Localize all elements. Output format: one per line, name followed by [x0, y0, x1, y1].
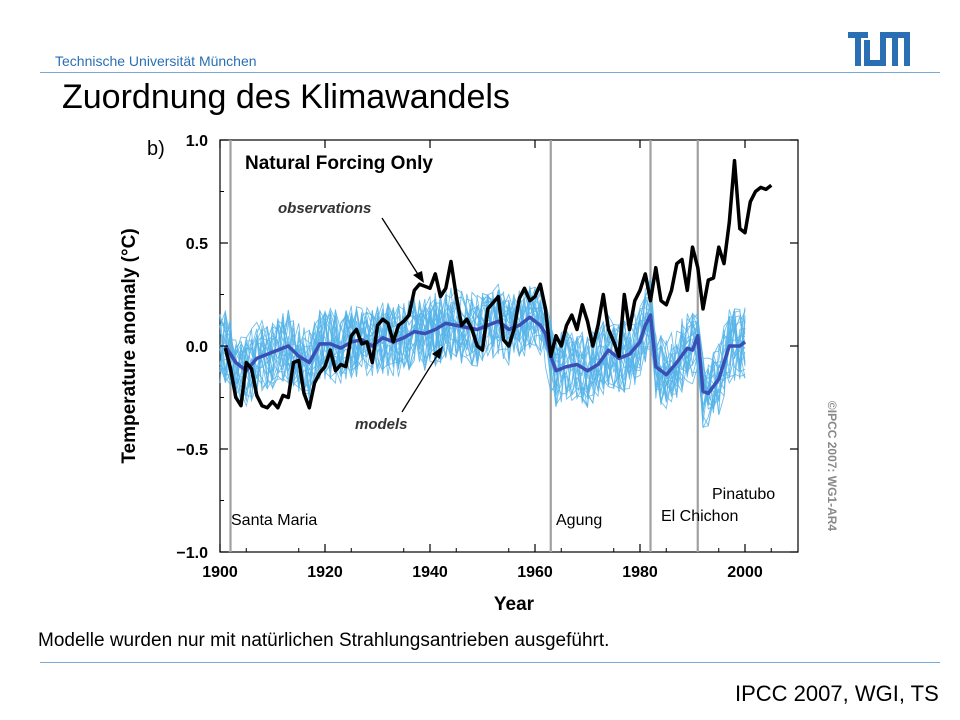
- university-name: Technische Universität München: [55, 53, 257, 69]
- model-runs: [219, 277, 746, 428]
- volcano-label-pinatubo: Pinatubo: [712, 486, 775, 503]
- x-tick-label: 1980: [622, 564, 658, 581]
- models-arrow: [401, 350, 441, 413]
- y-tick-label: 0.5: [186, 236, 208, 253]
- x-tick-label: 1940: [412, 564, 448, 581]
- tum-logo: [848, 32, 910, 71]
- volcano-label-agung: Agung: [556, 512, 602, 529]
- observations-line: [223, 158, 773, 410]
- temperature-chart: 1900 1920 1940 1960 1980 2000 1.0 0.5 0.0 −0.5 −1.…: [119, 133, 839, 615]
- model-run-line: [219, 289, 746, 423]
- observations-arrow: [381, 217, 422, 280]
- header-divider: [40, 72, 940, 73]
- footer-divider: [40, 662, 940, 663]
- volcano-label-santa-maria: Santa Maria: [231, 512, 317, 529]
- observations-arrowhead: [413, 271, 424, 283]
- models-arrowhead: [432, 346, 443, 359]
- models-label: models: [355, 416, 408, 433]
- source-citation: IPCC 2007, WGI, TS: [735, 681, 939, 706]
- ticks-layer: 1900 1920 1940 1960 1980 2000 1.0 0.5 0.0 −0.5 −1.…: [176, 133, 798, 581]
- model-run-line: [219, 277, 746, 428]
- y-tick-label: −1.0: [176, 545, 208, 562]
- observations-label: observations: [278, 200, 371, 217]
- x-tick-label: 1960: [517, 564, 553, 581]
- page-title: Zuordnung des Klimawandels: [62, 78, 510, 116]
- tum-logo-graphic: [848, 32, 910, 66]
- chart-container: 1900 1920 1940 1960 1980 2000 1.0 0.5 0.0 −0.5 −1.…: [110, 125, 850, 625]
- x-tick-label: 2000: [727, 564, 763, 581]
- y-tick-label: 1.0: [186, 133, 208, 150]
- volcano-label-el-chichon: El Chichon: [661, 508, 738, 525]
- chart-caption: Modelle wurden nur mit natürlichen Strah…: [38, 630, 610, 651]
- y-tick-label: 0.0: [186, 339, 208, 356]
- series-layer: [223, 158, 773, 410]
- y-tick-label: −0.5: [176, 442, 208, 459]
- panel-label: b): [147, 138, 165, 160]
- x-axis-label: Year: [494, 594, 535, 615]
- chart-title: Natural Forcing Only: [245, 153, 433, 174]
- copyright-label: ©IPCC 2007: WG1-AR4: [825, 401, 839, 532]
- x-tick-label: 1920: [307, 564, 343, 581]
- y-axis-label: Temperature anomaly (°C): [119, 228, 140, 463]
- x-tick-label: 1900: [202, 564, 238, 581]
